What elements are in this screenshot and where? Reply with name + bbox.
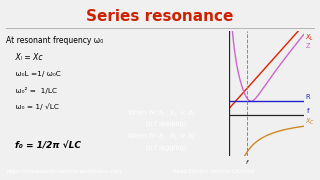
Text: (p.f leading): (p.f leading): [137, 121, 186, 127]
Text: https://readelectricvehicle.wordpress.com: https://readelectricvehicle.wordpress.co…: [6, 169, 122, 174]
Text: Xₗ = Xᴄ: Xₗ = Xᴄ: [6, 53, 43, 62]
Text: f: f: [307, 108, 309, 114]
Text: $X_C$: $X_C$: [305, 117, 315, 127]
Text: ω₀ = 1/ √LC: ω₀ = 1/ √LC: [6, 103, 59, 110]
Text: (p.f lagging): (p.f lagging): [137, 144, 186, 151]
Text: f₀ = 1/2π √LC: f₀ = 1/2π √LC: [15, 142, 81, 151]
Text: When f> $f_0$ , $X_L$ > $X_C$: When f> $f_0$ , $X_L$ > $X_C$: [127, 132, 196, 142]
Text: When f< $f_0$ , $X_L$ < $X_C$: When f< $f_0$ , $X_L$ < $X_C$: [127, 108, 196, 118]
Text: f: f: [246, 160, 248, 165]
Text: ω₀² =  1/LC: ω₀² = 1/LC: [6, 87, 57, 93]
Text: R: R: [305, 94, 310, 100]
Text: $X_L$: $X_L$: [305, 33, 315, 43]
Text: Read Electric Vehicle Channel: Read Electric Vehicle Channel: [173, 169, 254, 174]
Text: At resonant frequency ω₀: At resonant frequency ω₀: [6, 36, 104, 45]
Text: Series resonance: Series resonance: [86, 9, 234, 24]
Text: Z: Z: [305, 43, 310, 49]
Text: ω₀L =1/ ω₀C: ω₀L =1/ ω₀C: [6, 71, 61, 77]
